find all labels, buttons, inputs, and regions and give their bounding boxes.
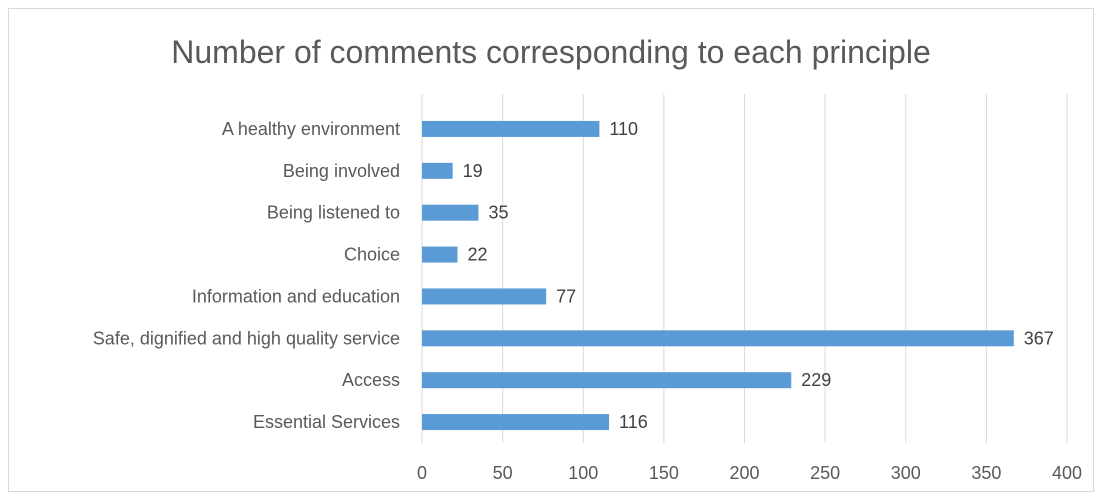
category-label: Being listened to <box>267 203 400 223</box>
category-label: Being involved <box>283 161 400 181</box>
bar <box>422 162 453 179</box>
x-tick-label: 50 <box>493 463 513 483</box>
gridlines <box>421 94 1068 443</box>
category-label: Information and education <box>192 286 400 306</box>
bar <box>422 330 1014 347</box>
bar <box>422 288 547 305</box>
x-tick-label: 150 <box>649 463 679 483</box>
x-tick-label: 200 <box>729 463 759 483</box>
bar <box>422 414 610 431</box>
bars <box>422 120 1014 431</box>
data-label: 110 <box>609 119 638 139</box>
data-labels: 110 19 35 22 77 367 229 116 <box>463 119 1054 432</box>
category-label: A healthy environment <box>222 119 400 139</box>
x-tick-label: 0 <box>417 463 427 483</box>
bar <box>422 246 458 263</box>
chart-title: Number of comments corresponding to each… <box>171 34 931 70</box>
bar <box>422 372 792 389</box>
data-label: 367 <box>1024 328 1054 348</box>
x-tick-label: 250 <box>810 463 840 483</box>
x-tick-label: 300 <box>891 463 921 483</box>
chart-frame <box>8 8 1094 492</box>
category-label: Safe, dignified and high quality service <box>93 328 400 348</box>
data-label: 116 <box>619 412 648 432</box>
bar <box>422 120 600 137</box>
x-tick-label: 400 <box>1052 463 1082 483</box>
x-axis-ticks: 0 50 100 150 200 250 300 350 400 <box>417 463 1082 483</box>
x-tick-label: 100 <box>568 463 598 483</box>
data-label: 229 <box>801 370 831 390</box>
data-label: 22 <box>467 245 487 265</box>
category-label: Choice <box>344 245 400 265</box>
data-label: 77 <box>556 286 576 306</box>
category-labels: A healthy environment Being involved Being… <box>93 119 400 432</box>
data-label: 35 <box>488 203 508 223</box>
data-label: 19 <box>463 161 483 181</box>
x-tick-label: 350 <box>971 463 1001 483</box>
category-label: Essential Services <box>253 412 400 432</box>
category-label: Access <box>342 370 400 390</box>
bar <box>422 204 479 221</box>
